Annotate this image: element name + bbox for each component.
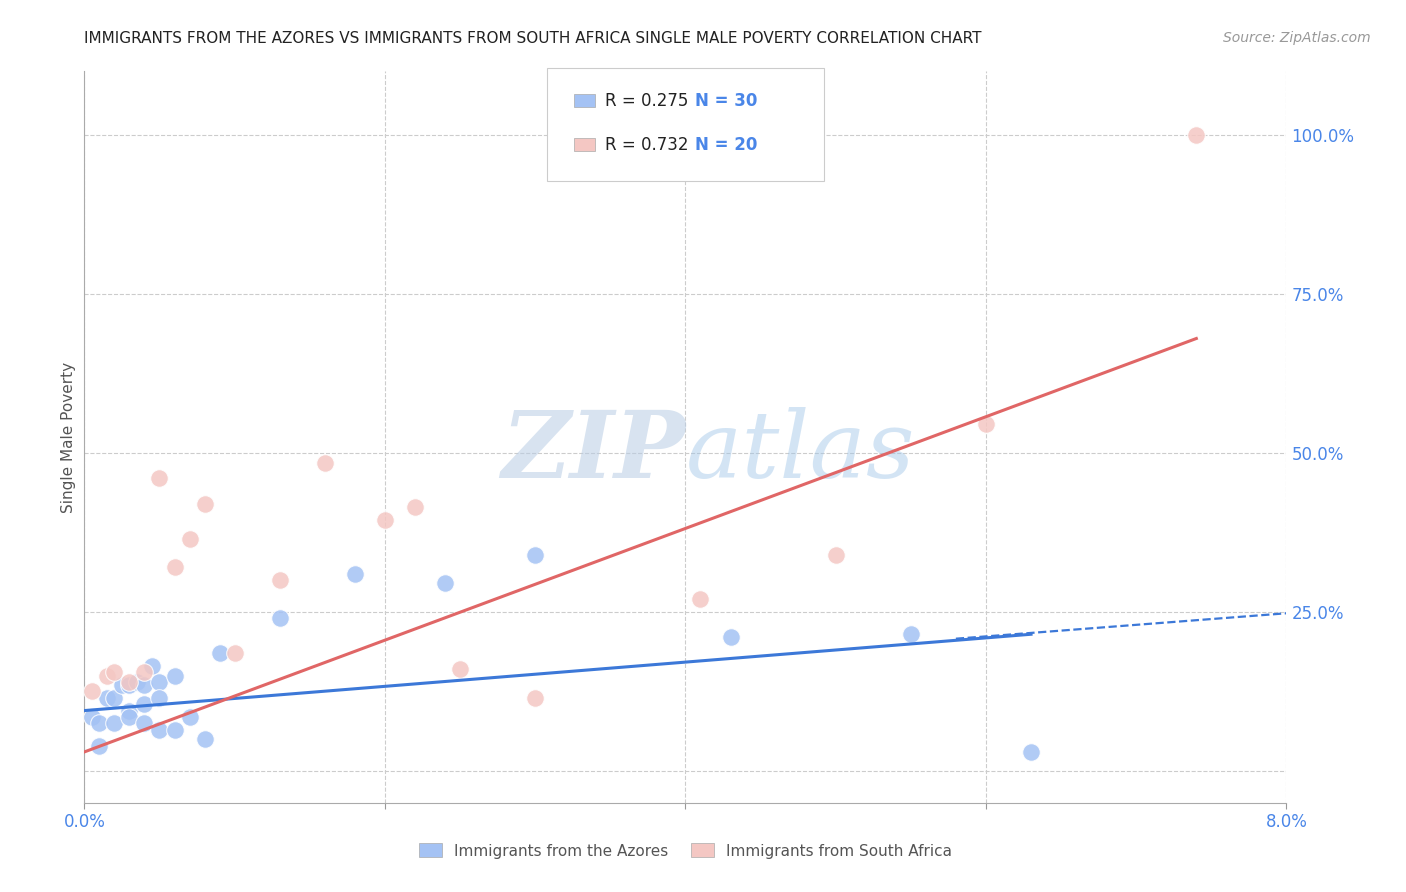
Point	[163, 723, 186, 737]
Point	[163, 668, 186, 682]
Point	[134, 697, 156, 711]
Point	[80, 710, 103, 724]
FancyBboxPatch shape	[547, 68, 824, 181]
Point	[89, 739, 111, 753]
Point	[720, 631, 742, 645]
Point	[824, 548, 846, 562]
Point	[689, 592, 711, 607]
Point	[208, 646, 231, 660]
Point	[269, 573, 291, 587]
Point	[224, 646, 246, 660]
Y-axis label: Single Male Poverty: Single Male Poverty	[60, 361, 76, 513]
Point	[118, 704, 141, 718]
FancyBboxPatch shape	[574, 94, 595, 107]
Point	[374, 513, 396, 527]
Point	[194, 497, 217, 511]
Point	[134, 665, 156, 680]
Point	[89, 716, 111, 731]
Point	[118, 675, 141, 690]
Text: N = 30: N = 30	[695, 92, 758, 110]
Point	[148, 690, 170, 705]
FancyBboxPatch shape	[574, 138, 595, 151]
Point	[111, 678, 134, 692]
Point	[148, 471, 170, 485]
Text: IMMIGRANTS FROM THE AZORES VS IMMIGRANTS FROM SOUTH AFRICA SINGLE MALE POVERTY C: IMMIGRANTS FROM THE AZORES VS IMMIGRANTS…	[84, 31, 981, 46]
Text: R = 0.732: R = 0.732	[605, 136, 689, 153]
Text: Source: ZipAtlas.com: Source: ZipAtlas.com	[1223, 31, 1371, 45]
Point	[1185, 128, 1208, 142]
Text: N = 20: N = 20	[695, 136, 758, 153]
Point	[148, 675, 170, 690]
Point	[404, 500, 426, 514]
Point	[179, 532, 201, 546]
Point	[163, 560, 186, 574]
Legend: Immigrants from the Azores, Immigrants from South Africa: Immigrants from the Azores, Immigrants f…	[412, 838, 959, 864]
Point	[96, 690, 118, 705]
Point	[900, 627, 922, 641]
Text: atlas: atlas	[686, 407, 915, 497]
Point	[118, 710, 141, 724]
Point	[125, 675, 148, 690]
Point	[134, 716, 156, 731]
Point	[96, 668, 118, 682]
Point	[103, 665, 125, 680]
Point	[194, 732, 217, 747]
Point	[343, 566, 366, 581]
Point	[524, 548, 547, 562]
Point	[269, 611, 291, 625]
Text: R = 0.275: R = 0.275	[605, 92, 689, 110]
Text: ZIP: ZIP	[501, 407, 686, 497]
Point	[80, 684, 103, 698]
Point	[141, 659, 163, 673]
Point	[103, 716, 125, 731]
Point	[524, 690, 547, 705]
Point	[434, 576, 457, 591]
Point	[314, 456, 336, 470]
Point	[148, 723, 170, 737]
Point	[974, 417, 997, 432]
Point	[103, 690, 125, 705]
Point	[1019, 745, 1042, 759]
Point	[179, 710, 201, 724]
Point	[449, 662, 471, 676]
Point	[118, 678, 141, 692]
Point	[134, 678, 156, 692]
